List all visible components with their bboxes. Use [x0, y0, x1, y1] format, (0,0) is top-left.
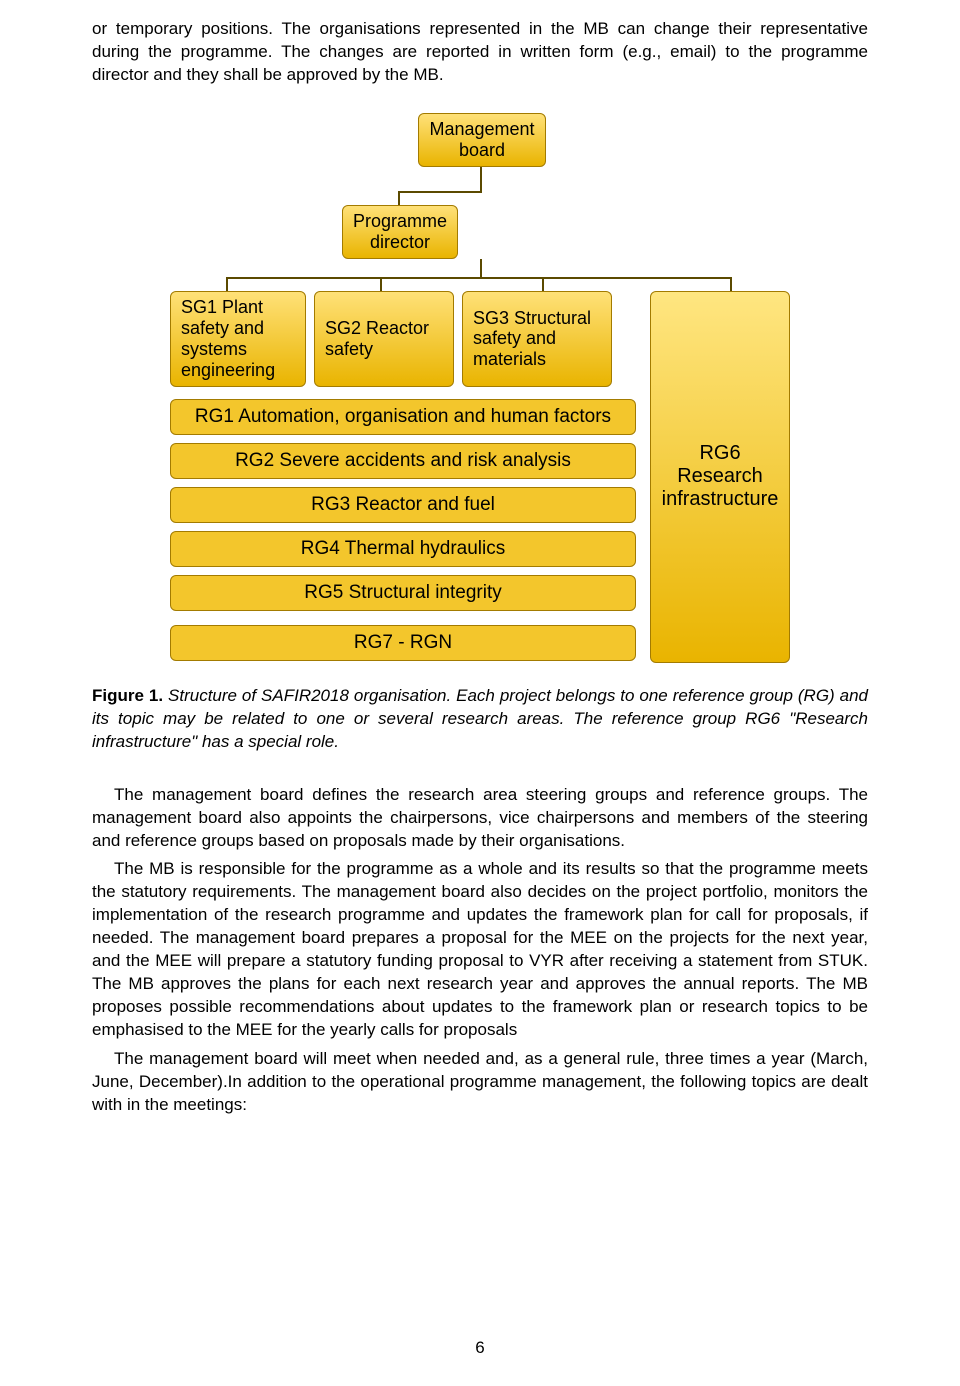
connector: [730, 277, 732, 291]
node-label: RG6: [699, 442, 740, 465]
node-sg1: SG1 Plant safety and systems engineering: [170, 291, 306, 387]
page-body: or temporary positions. The organisation…: [0, 0, 960, 1117]
figure-caption: Figure 1. Structure of SAFIR2018 organis…: [92, 685, 868, 754]
connector: [398, 193, 400, 205]
paragraph-1: or temporary positions. The organisation…: [92, 18, 868, 87]
node-rg7: RG7 - RGN: [170, 625, 636, 661]
caption-text: Structure of SAFIR2018 organisation. Eac…: [92, 686, 868, 751]
node-rg1: RG1 Automation, organisation and human f…: [170, 399, 636, 435]
node-label: RG7 - RGN: [354, 632, 452, 654]
node-rg2: RG2 Severe accidents and risk analysis: [170, 443, 636, 479]
node-label: Research: [677, 465, 763, 488]
paragraph-2: The management board defines the researc…: [92, 784, 868, 853]
node-rg3: RG3 Reactor and fuel: [170, 487, 636, 523]
node-rg6: RG6 Research infrastructure: [650, 291, 790, 663]
node-label: infrastructure: [662, 488, 779, 511]
node-label: Programme director: [351, 211, 449, 252]
node-management-board: Management board: [418, 113, 546, 167]
node-label: SG1 Plant safety and systems engineering: [181, 297, 297, 380]
connector: [480, 259, 482, 277]
connector: [542, 277, 544, 291]
node-sg3: SG3 Structural safety and materials: [462, 291, 612, 387]
node-label: RG3 Reactor and fuel: [311, 494, 495, 516]
node-label: Management board: [427, 119, 537, 160]
node-label: RG5 Structural integrity: [304, 582, 501, 604]
paragraph-3: The MB is responsible for the programme …: [92, 858, 868, 1042]
connector: [226, 277, 228, 291]
node-label: RG1 Automation, organisation and human f…: [195, 406, 611, 428]
node-label: SG2 Reactor safety: [325, 318, 445, 359]
node-rg5: RG5 Structural integrity: [170, 575, 636, 611]
node-label: RG2 Severe accidents and risk analysis: [235, 450, 571, 472]
node-rg4: RG4 Thermal hydraulics: [170, 531, 636, 567]
org-chart: Management board Programme director SG1 …: [170, 113, 790, 665]
node-sg2: SG2 Reactor safety: [314, 291, 454, 387]
caption-number: Figure 1.: [92, 686, 163, 705]
node-programme-director: Programme director: [342, 205, 458, 259]
connector: [480, 167, 482, 193]
node-label: RG4 Thermal hydraulics: [301, 538, 506, 560]
connector: [380, 277, 382, 291]
page-number: 6: [0, 1338, 960, 1358]
connector: [398, 191, 482, 193]
node-label: SG3 Structural safety and materials: [473, 308, 603, 370]
paragraph-4: The management board will meet when need…: [92, 1048, 868, 1117]
connector: [226, 277, 732, 279]
